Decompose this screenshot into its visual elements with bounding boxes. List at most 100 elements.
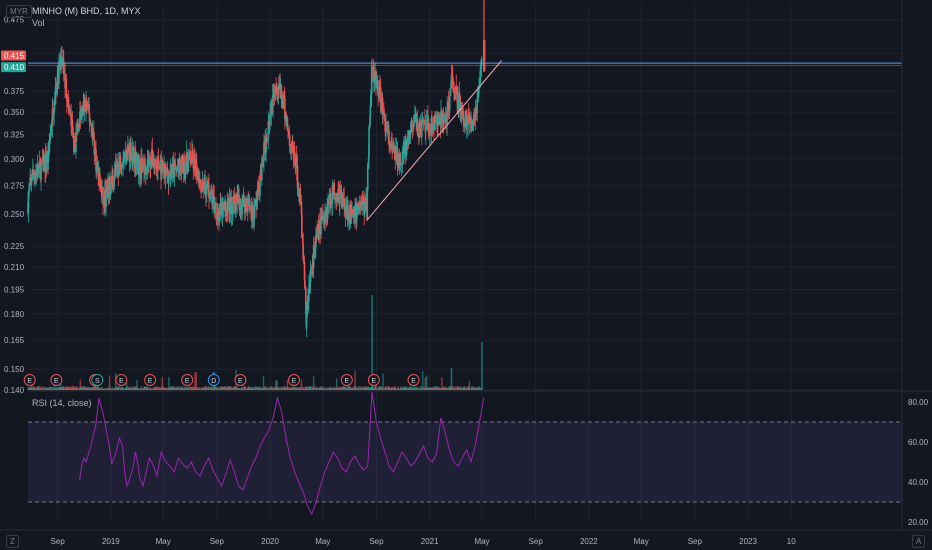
candle-body [145,172,147,175]
candle-body [265,136,267,153]
candle-body [241,203,243,210]
candle-body [111,176,114,184]
candle-body [290,145,293,149]
candle-body [45,162,48,167]
volume-bar [182,387,184,390]
volume-bar [293,388,296,390]
volume-bar [249,386,251,390]
candle-body [328,195,331,204]
volume-bar [346,386,349,390]
candle-body [177,169,179,171]
candle-body [109,193,112,194]
candle-body [96,162,99,167]
volume-bar [420,388,422,390]
candle-body [122,163,124,166]
candle-body [255,199,257,207]
volume-bar [480,388,482,390]
timezone-badge[interactable]: Z [6,535,19,548]
candle-body [171,174,173,178]
volume-bar [41,386,44,390]
candle-body [204,177,206,184]
candle-body [391,144,393,151]
volume-bar [209,387,212,390]
candle-body [455,86,457,94]
candle-body [155,162,158,165]
candle-body [195,161,198,165]
candle-body [382,111,384,115]
candle-body [160,160,163,180]
candle-body [284,113,287,120]
candle-body [276,86,278,93]
volume-bar [31,386,33,390]
candle-body [459,108,462,112]
candle-body [438,115,441,119]
candle-body [142,164,144,167]
volume-bar [124,388,126,390]
volume-bar [86,388,88,390]
candle-body [444,114,447,123]
volume-bar [254,386,256,390]
candle-body [388,130,390,144]
candle-body [369,94,372,106]
candle-body [212,193,215,197]
volume-bar [403,386,406,390]
candle-body [281,99,284,108]
candle-body [281,97,283,100]
event-marker-label: E [344,378,349,385]
candle-body [294,156,297,168]
auto-scale-badge[interactable]: A [912,535,926,548]
volume-bar [350,387,353,390]
candle-body [378,90,380,96]
candle-body [376,80,379,94]
candle-body [369,116,371,127]
currency-badge[interactable]: MYR [6,5,32,18]
candle-body [187,159,190,172]
volume-bar [168,376,170,390]
candle-body [206,181,209,184]
volume-bar [418,388,421,390]
volume-bar [47,388,50,390]
candle-body [345,208,347,217]
volume-bar [262,375,265,390]
volume-bar [219,386,222,390]
candle-body [238,195,240,201]
candle-body [302,244,304,259]
volume-bar [269,387,271,390]
candle-body [467,114,469,125]
volume-bar [401,388,404,390]
candle-body [194,158,196,176]
candle-body [93,132,95,140]
event-marker [207,374,220,386]
candle-body [29,177,31,186]
candle-body [267,136,269,140]
volume-bar [90,388,92,390]
volume-bar [35,387,37,390]
volume-bar [191,387,193,390]
volume-bar [300,379,303,390]
candle-body [182,156,184,173]
candle-body [403,143,405,155]
volume-bar [229,387,232,390]
volume-bar [425,387,427,390]
candle-body [426,116,428,121]
candle-body [411,123,414,128]
candle-body [117,163,120,177]
price-tick-label: 0.225 [4,242,25,251]
volume-bar [215,388,218,390]
volume-bar [227,386,230,390]
rsi-tick-label: 20.00 [908,518,929,527]
volume-bar [118,386,120,390]
candle-body [369,105,372,117]
candle-body [456,86,458,101]
candle-body [448,110,451,112]
price-tick-label: 0.250 [4,210,25,219]
candle-body [177,159,180,170]
volume-bar [111,386,113,390]
candle-body [186,164,189,172]
candle-body [256,191,259,201]
candle-body [178,159,181,167]
candle-body [322,215,325,221]
candle-body [360,201,363,206]
volume-bar [168,387,171,390]
